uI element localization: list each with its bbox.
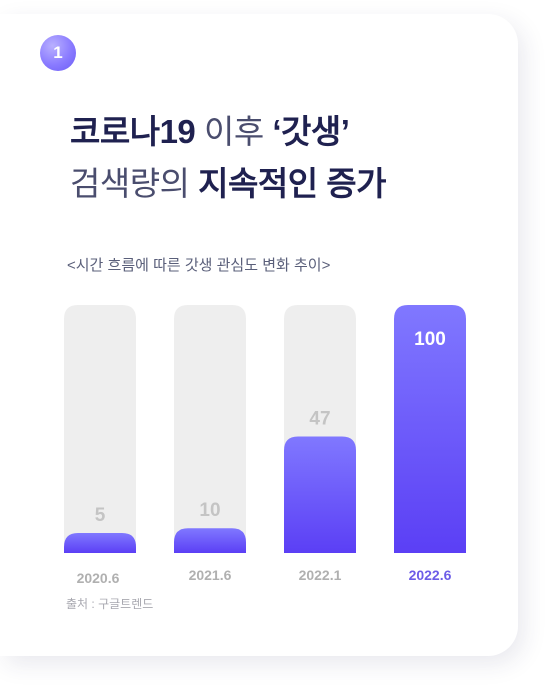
source-note: 출처 : 구글트렌드 xyxy=(66,597,154,611)
bar xyxy=(394,305,466,553)
headline-light-1: 이후 xyxy=(195,113,273,150)
bar xyxy=(64,533,136,553)
headline-line-1: 코로나19 이후 ‘갓생’ xyxy=(70,106,386,158)
bar xyxy=(174,528,246,553)
x-tick-label: 2020.6 xyxy=(77,570,120,586)
headline-line-2: 검색량의 지속적인 증가 xyxy=(70,158,386,210)
data-label: 47 xyxy=(309,408,330,429)
x-tick-label: 2021.6 xyxy=(189,567,232,583)
data-label: 10 xyxy=(199,500,220,521)
x-tick-label: 2022.6 xyxy=(409,567,452,583)
data-label: 100 xyxy=(414,329,446,350)
bar xyxy=(284,436,356,553)
headline-quote: ‘갓생’ xyxy=(272,113,350,150)
headline: 코로나19 이후 ‘갓생’ 검색량의 지속적인 증가 xyxy=(70,106,386,210)
bar-track xyxy=(174,305,246,553)
headline-bold-2: 지속적인 증가 xyxy=(198,165,386,202)
bar-track xyxy=(64,305,136,553)
headline-light-2: 검색량의 xyxy=(70,165,199,202)
x-tick-label: 2022.1 xyxy=(299,567,342,583)
data-label: 5 xyxy=(95,505,106,526)
chart-title: <시간 흐름에 따른 갓생 관심도 변화 추이> xyxy=(67,257,331,274)
headline-bold-1: 코로나19 xyxy=(70,113,196,150)
step-number-badge: 1 xyxy=(40,35,76,71)
